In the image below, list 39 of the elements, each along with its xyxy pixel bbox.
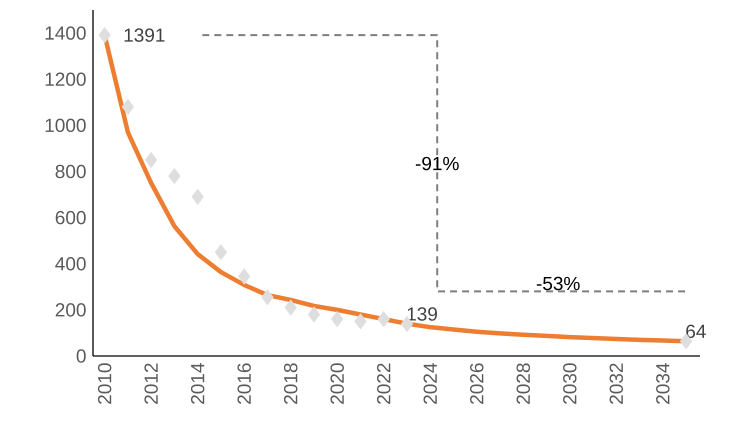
x-tick-label: 2032 <box>610 364 624 404</box>
point <box>191 188 204 206</box>
point <box>122 98 134 116</box>
point <box>354 313 367 330</box>
x-tick-label: 2022 <box>376 364 390 404</box>
annotation: -53% <box>536 276 580 290</box>
y-tick-label: 1400 <box>46 26 86 40</box>
point <box>238 268 250 285</box>
x-tick-label: 2020 <box>330 363 344 404</box>
data-label: 1391 <box>124 28 164 42</box>
annotation: -91% <box>416 156 459 170</box>
point <box>308 306 320 323</box>
y-tick-label: 1000 <box>46 118 86 132</box>
x-tick-label: 2018 <box>284 363 298 404</box>
point <box>144 152 158 168</box>
x-tick-label: 2034 <box>656 363 670 404</box>
data-label: 139 <box>408 307 437 321</box>
y-tick-label: 800 <box>56 164 86 178</box>
x-tick-label: 2010 <box>98 363 112 404</box>
point <box>214 244 228 260</box>
x-tick-label: 2012 <box>144 364 158 404</box>
point <box>98 26 111 44</box>
point <box>331 310 344 328</box>
point <box>261 289 274 306</box>
y-tick-label: 1200 <box>46 72 86 86</box>
y-tick-label: 400 <box>55 257 86 270</box>
x-tick-label: 2016 <box>237 363 251 404</box>
point <box>284 299 297 316</box>
point <box>378 310 390 328</box>
x-tick-label: 2014 <box>190 363 204 404</box>
x-tick-label: 2026 <box>470 363 484 404</box>
y-tick-label: 600 <box>56 210 86 224</box>
x-tick-label: 2030 <box>563 363 577 404</box>
x-tick-label: 2028 <box>516 363 530 404</box>
y-tick-label: 0 <box>76 349 86 363</box>
x-tick-label: 2024 <box>424 363 437 404</box>
y-tick-label: 200 <box>56 303 86 317</box>
data-label: 64 <box>686 324 706 338</box>
point <box>168 168 181 184</box>
